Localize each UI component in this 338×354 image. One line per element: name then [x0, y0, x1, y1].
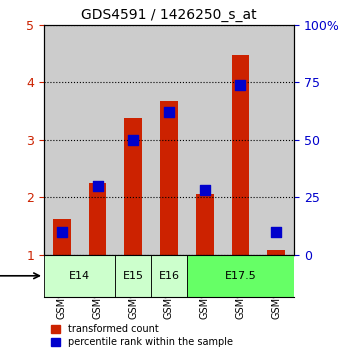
FancyBboxPatch shape: [151, 255, 187, 297]
Point: [166, 109, 172, 115]
Text: E15: E15: [123, 271, 144, 281]
Bar: [258, 25, 294, 255]
Bar: [232, 55, 249, 255]
Bar: [80, 25, 115, 255]
Bar: [187, 25, 223, 255]
Bar: [124, 118, 142, 255]
Text: E16: E16: [159, 271, 179, 281]
Legend: transformed count, percentile rank within the sample: transformed count, percentile rank withi…: [49, 322, 235, 349]
Bar: [223, 25, 258, 255]
Point: [238, 82, 243, 87]
Bar: [44, 25, 80, 255]
Point: [273, 229, 279, 235]
Bar: [53, 219, 71, 255]
Bar: [267, 250, 285, 255]
Bar: [115, 25, 151, 255]
FancyBboxPatch shape: [115, 255, 151, 297]
Text: E17.5: E17.5: [224, 271, 256, 281]
Point: [130, 137, 136, 143]
FancyBboxPatch shape: [187, 255, 294, 297]
Bar: [151, 25, 187, 255]
Bar: [89, 183, 106, 255]
Bar: [160, 101, 178, 255]
Point: [202, 188, 208, 193]
Point: [95, 183, 100, 189]
Title: GDS4591 / 1426250_s_at: GDS4591 / 1426250_s_at: [81, 8, 257, 22]
FancyBboxPatch shape: [44, 255, 115, 297]
Text: E14: E14: [69, 271, 90, 281]
Bar: [196, 194, 214, 255]
Point: [59, 229, 65, 235]
